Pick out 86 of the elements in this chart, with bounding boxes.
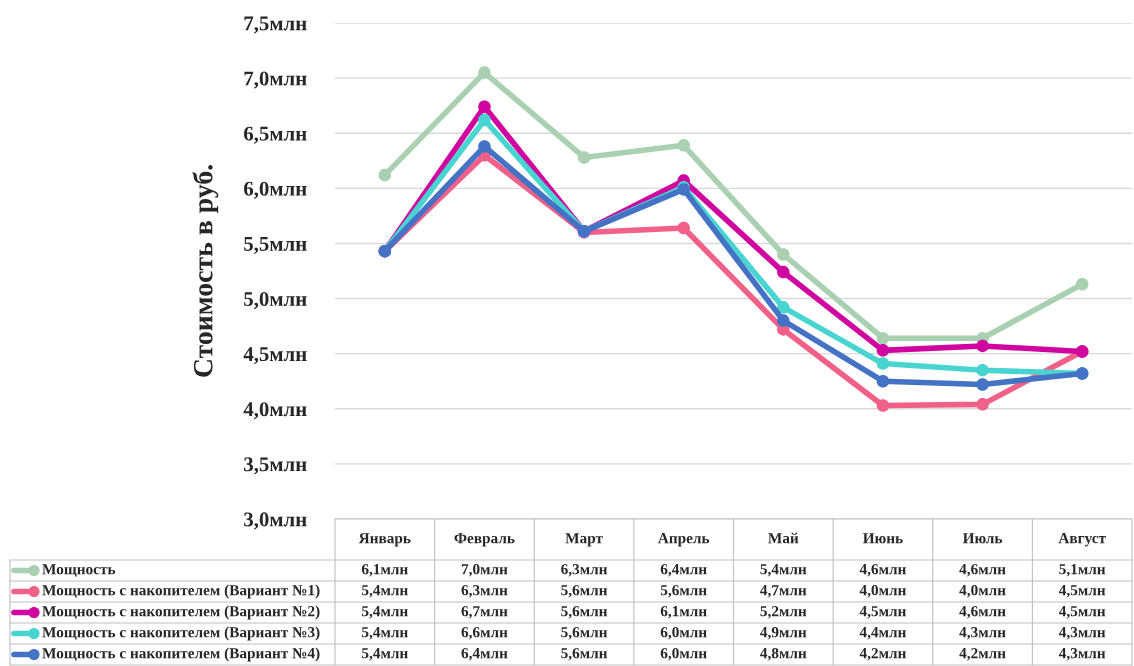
y-tick-label: 3,5млн bbox=[244, 457, 307, 475]
data-label: 7,0млн bbox=[461, 564, 508, 577]
point bbox=[876, 331, 890, 345]
data-label: 6,4млн bbox=[461, 648, 508, 661]
y-tick-label: 4,5млн bbox=[243, 347, 307, 365]
point bbox=[1075, 277, 1089, 291]
y-tick-label: 3,0млн bbox=[244, 512, 307, 530]
data-label: 6,3млн bbox=[561, 564, 608, 577]
x-tick-label: Май bbox=[768, 532, 799, 544]
data-label: 4,4млн bbox=[859, 627, 906, 640]
data-label: 5,6млн bbox=[561, 627, 608, 640]
legend-label: Мощность с накопителем (Вариант №2) bbox=[42, 605, 320, 620]
data-label: 6,3млн bbox=[461, 585, 508, 598]
data-label: 5,2млн bbox=[760, 606, 807, 619]
data-label: 5,4млн bbox=[361, 648, 408, 661]
point bbox=[976, 398, 989, 411]
data-label: 5,6млн bbox=[561, 648, 608, 661]
x-tick-label: Июль bbox=[962, 533, 1003, 544]
point bbox=[876, 357, 890, 370]
point bbox=[976, 339, 989, 353]
point bbox=[478, 100, 491, 114]
data-label: 6,1млн bbox=[361, 564, 408, 577]
point bbox=[777, 301, 790, 314]
point bbox=[478, 66, 491, 79]
x-tick-label: Февраль bbox=[454, 533, 515, 547]
x-tick-label: Июнь bbox=[862, 533, 903, 544]
data-label: 5,1млн bbox=[1059, 564, 1106, 577]
x-tick-label: Март bbox=[565, 533, 603, 547]
data-label: 4,3млн bbox=[1058, 648, 1106, 661]
data-label: 6,0млн bbox=[660, 648, 707, 661]
y-tick-label: 5,5млн bbox=[244, 237, 307, 254]
legend-label: Мощность с накопителем (Вариант №3) bbox=[42, 626, 320, 641]
data-label: 4,9млн bbox=[760, 627, 807, 640]
point bbox=[478, 140, 491, 153]
data-label: 5,4млн bbox=[361, 627, 408, 640]
point bbox=[677, 139, 690, 152]
data-label: 4,6млн bbox=[859, 564, 906, 577]
y-axis-title: Стоимость в руб. bbox=[192, 165, 219, 377]
data-label: 4,6млн bbox=[959, 564, 1006, 577]
y-tick-label: 4,0млн bbox=[243, 402, 307, 420]
data-label: 4,3млн bbox=[1058, 627, 1106, 640]
data-label: 4,6млн bbox=[959, 606, 1006, 619]
y-tick-label: 5,0млн bbox=[244, 291, 307, 310]
data-label: 5,4млн bbox=[361, 585, 408, 598]
point bbox=[478, 113, 491, 127]
data-label: 4,5млн bbox=[1058, 585, 1106, 598]
data-label: 5,6млн bbox=[561, 585, 608, 598]
data-label: 4,0млн bbox=[959, 585, 1006, 598]
point bbox=[976, 363, 989, 377]
legend-label: Мощность с накопителем (Вариант №4) bbox=[42, 647, 320, 662]
data-label: 4,3млн bbox=[959, 627, 1006, 640]
data-label: 6,7млн bbox=[461, 606, 508, 619]
y-tick-label: 6,0млн bbox=[244, 181, 307, 199]
point bbox=[777, 265, 790, 279]
data-label: 4,2млн bbox=[959, 648, 1006, 661]
point bbox=[378, 168, 392, 182]
y-tick-label: 7,0млн bbox=[244, 71, 307, 89]
data-label: 4,0млн bbox=[859, 585, 906, 598]
data-label: 5,6млн bbox=[561, 606, 608, 619]
point bbox=[876, 344, 890, 357]
legend-label: Мощность bbox=[42, 564, 116, 577]
data-label: 5,4млн bbox=[361, 606, 408, 619]
point bbox=[777, 314, 790, 327]
point bbox=[677, 221, 690, 235]
data-label: 4,5млн bbox=[1058, 606, 1106, 619]
point bbox=[976, 378, 989, 391]
legend-label: Мощность с накопителем (Вариант №1) bbox=[42, 584, 320, 599]
data-label: 6,6млн bbox=[461, 627, 508, 640]
data-label: 6,1млн bbox=[660, 606, 707, 619]
x-tick-label: Август bbox=[1058, 533, 1106, 547]
point bbox=[876, 399, 890, 412]
point bbox=[876, 374, 890, 388]
data-label: 4,8млн bbox=[760, 648, 807, 661]
data-label: 6,4млн bbox=[660, 564, 707, 577]
y-tick-label: 7,5млн bbox=[244, 16, 307, 34]
point bbox=[577, 151, 591, 164]
x-tick-label: Апрель bbox=[657, 533, 710, 547]
y-tick-label: 6,5млн bbox=[244, 126, 307, 144]
data-label: 4,7млн bbox=[760, 585, 807, 598]
data-label: 6,0млн bbox=[660, 627, 707, 640]
x-tick-label: Январь bbox=[358, 533, 411, 547]
point bbox=[777, 248, 790, 261]
data-label: 4,2млн bbox=[859, 648, 906, 661]
data-label: 5,6млн bbox=[660, 585, 707, 598]
data-label: 4,5млн bbox=[859, 606, 906, 619]
data-label: 5,4млн bbox=[760, 564, 807, 577]
